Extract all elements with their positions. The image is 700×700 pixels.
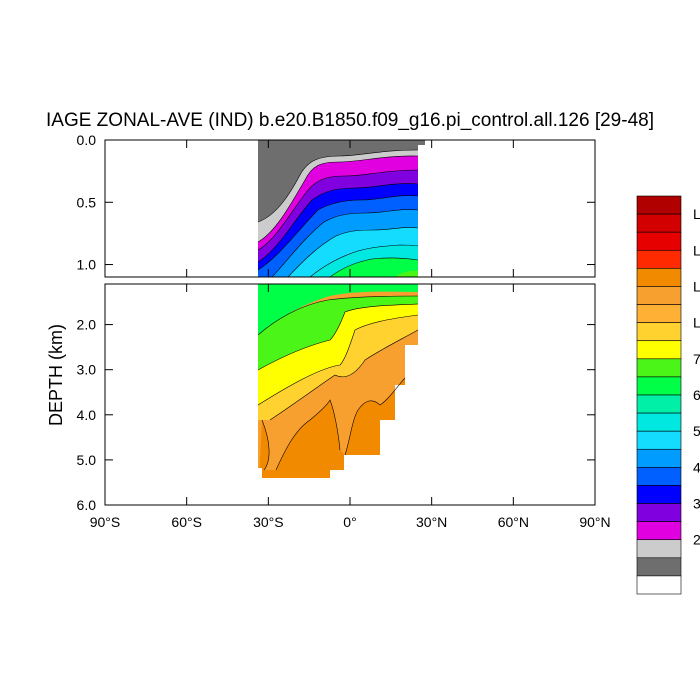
colorbar-label: 6 (693, 387, 700, 403)
x-tick-label: 0° (343, 514, 356, 530)
colorbar-swatch (636, 322, 682, 342)
colorbar-swatch (636, 394, 682, 414)
contour-lines-top (257, 149, 419, 277)
missing-area (330, 470, 344, 505)
missing-area (418, 145, 595, 277)
missing-area (405, 345, 418, 505)
colorbar-swatch (636, 231, 682, 251)
x-tick-label: 60°S (171, 514, 202, 530)
contour-band (258, 296, 418, 370)
colorbar-swatch (636, 304, 682, 323)
contour-band (258, 315, 418, 420)
x-tick-label: 90°S (90, 514, 121, 530)
colorbar-swatch (636, 448, 682, 468)
colorbar-swatch (636, 430, 682, 450)
colorbar-label: 3 (693, 496, 700, 512)
colorbar-label: 5 (693, 423, 700, 439)
colorbar-swatch (636, 521, 682, 541)
colorbar-label: 4 (693, 459, 700, 475)
y-tick-label: 1.0 (77, 257, 97, 273)
y-tick-label: 5.0 (77, 452, 97, 468)
colorbar-swatch (636, 268, 682, 287)
colorbar-swatch (636, 557, 682, 577)
x-tick-label: 90°N (579, 514, 610, 530)
colorbar-swatch (636, 195, 682, 215)
colorbar-swatch (636, 249, 682, 269)
missing-area (418, 284, 595, 505)
colorbar-swatch (636, 467, 682, 486)
colorbar-label: 2 (693, 532, 700, 548)
colorbar-label: L (693, 242, 700, 258)
x-tick-label: 30°N (416, 514, 447, 530)
missing-area (380, 420, 395, 505)
colorbar-label: 7 (693, 351, 700, 367)
contour-band (330, 257, 418, 277)
contour-band (258, 304, 418, 405)
colorbar-swatch (636, 340, 682, 360)
missing-area (282, 478, 330, 505)
y-tick-label: 6.0 (77, 497, 97, 513)
y-tick-label: 4.0 (77, 407, 97, 423)
missing-area (258, 478, 282, 505)
colorbar-swatch (636, 575, 682, 595)
colorbar-label: L (693, 278, 700, 294)
x-tick-label: 30°S (253, 514, 284, 530)
contour-lines-bottom (257, 295, 419, 471)
missing-area (105, 140, 258, 277)
y-tick-label: 3.0 (77, 362, 97, 378)
colorbar-swatch (636, 503, 682, 522)
colorbar-swatch (636, 485, 682, 504)
colorbar-swatch (636, 376, 682, 396)
colorbar-label: L (693, 206, 700, 222)
missing-area (105, 284, 258, 505)
missing-area (395, 385, 405, 505)
upper-panel-fields (105, 140, 595, 277)
y-tick-label: 0.5 (77, 194, 97, 210)
colorbar-swatch (636, 358, 682, 378)
colorbar: L L L L 7 6 5 4 3 2 (636, 195, 700, 595)
contour-band (395, 270, 418, 277)
chart-title: IAGE ZONAL-AVE (IND) b.e20.B1850.f09_g16… (46, 110, 654, 131)
x-axis: 90°S 60°S 30°S 0° 30°N 60°N 90°N (90, 140, 611, 530)
colorbar-swatch (636, 539, 682, 559)
y-tick-label: 0.0 (77, 132, 97, 148)
colorbar-swatch (636, 412, 682, 432)
missing-area (344, 455, 380, 505)
colorbar-swatch (636, 213, 682, 233)
y-axis: 0.0 0.5 1.0 2.0 3.0 4.0 5.0 6.0 (77, 132, 595, 513)
colorbar-swatch (636, 286, 682, 305)
y-axis-label: DEPTH (km) (46, 324, 66, 426)
y-tick-label: 2.0 (77, 317, 97, 333)
contour-band (258, 284, 418, 335)
x-tick-label: 60°N (498, 514, 529, 530)
lower-panel-fields (105, 284, 595, 505)
colorbar-label: L (693, 315, 700, 331)
